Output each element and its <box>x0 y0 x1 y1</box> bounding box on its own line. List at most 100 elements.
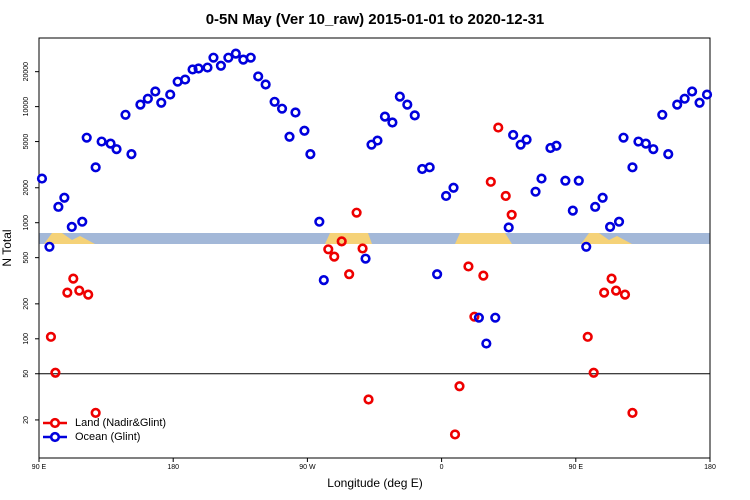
point <box>83 289 94 300</box>
point <box>672 99 683 110</box>
point <box>473 312 484 323</box>
x-tick-label: 0 <box>440 464 444 471</box>
point <box>448 182 459 193</box>
point <box>508 129 519 141</box>
x-tick-label: 90 E <box>569 464 584 471</box>
point <box>360 253 371 264</box>
point <box>329 251 340 262</box>
point <box>269 96 280 107</box>
point <box>493 122 504 133</box>
point <box>44 241 55 252</box>
y-tick-label: 1000 <box>23 215 30 231</box>
point <box>599 287 610 298</box>
x-tick-label: 180 <box>167 464 179 471</box>
point <box>424 162 435 173</box>
point <box>305 148 316 160</box>
point <box>606 273 617 284</box>
legend-marker <box>49 417 61 429</box>
point <box>53 201 64 212</box>
point <box>363 394 374 405</box>
point <box>253 71 264 82</box>
point <box>50 367 61 378</box>
point <box>187 64 198 75</box>
x-tick-label: 180 <box>704 464 716 471</box>
point <box>372 135 383 146</box>
point <box>588 367 599 378</box>
y-tick-label: 100 <box>23 333 30 345</box>
point <box>560 175 571 186</box>
point <box>500 190 511 202</box>
point <box>208 52 219 63</box>
x-axis-label: Longitude (deg E) <box>327 476 422 490</box>
plot-frame <box>38 37 711 459</box>
point <box>105 138 116 149</box>
point <box>126 148 137 160</box>
point <box>597 192 608 203</box>
point <box>619 289 631 300</box>
point <box>62 287 73 298</box>
point <box>165 89 176 100</box>
point <box>573 175 584 186</box>
point <box>290 107 301 118</box>
legend-label: Ocean (Glint) <box>75 431 140 443</box>
map-strip <box>39 233 710 244</box>
point <box>90 407 101 418</box>
point <box>193 63 204 74</box>
point <box>120 109 131 120</box>
point <box>515 139 526 150</box>
point <box>627 407 638 418</box>
y-axis-label: N Total <box>0 229 14 266</box>
point <box>567 205 578 216</box>
point <box>202 62 213 73</box>
point <box>627 162 638 173</box>
y-tick-label: 20000 <box>23 62 30 82</box>
point <box>521 134 532 145</box>
y-tick-label: 500 <box>23 252 30 264</box>
point <box>536 173 547 184</box>
point <box>582 331 593 342</box>
point <box>701 89 713 100</box>
y-tick-label: 50 <box>23 370 30 378</box>
point <box>318 275 329 286</box>
point <box>156 97 167 108</box>
point <box>503 222 514 233</box>
point <box>604 221 616 233</box>
point <box>590 201 601 212</box>
point <box>648 144 659 155</box>
point <box>314 216 325 227</box>
point <box>36 173 48 184</box>
point <box>687 86 698 97</box>
legend-label: Land (Nadir&Glint) <box>75 417 166 429</box>
point <box>387 117 398 128</box>
point <box>485 176 496 187</box>
point <box>640 138 651 149</box>
point <box>351 207 362 218</box>
point <box>409 110 420 121</box>
point <box>469 311 480 322</box>
point <box>551 140 562 151</box>
x-tick-label: 90 E <box>32 464 47 471</box>
point <box>260 79 271 90</box>
point <box>150 86 161 97</box>
point <box>432 269 443 280</box>
point <box>449 429 461 440</box>
point <box>694 97 705 108</box>
point <box>663 148 674 160</box>
x-tick-label: 90 W <box>299 464 316 471</box>
point <box>96 136 107 147</box>
point <box>679 93 690 104</box>
point <box>68 273 79 284</box>
point <box>481 338 492 349</box>
point <box>581 241 592 252</box>
legend-marker <box>49 431 61 443</box>
point <box>81 132 92 143</box>
point <box>299 125 310 136</box>
point <box>284 131 295 142</box>
point <box>440 190 452 202</box>
point <box>490 312 501 323</box>
point <box>610 285 622 296</box>
point <box>344 269 355 280</box>
point <box>135 99 146 110</box>
point <box>59 192 70 203</box>
